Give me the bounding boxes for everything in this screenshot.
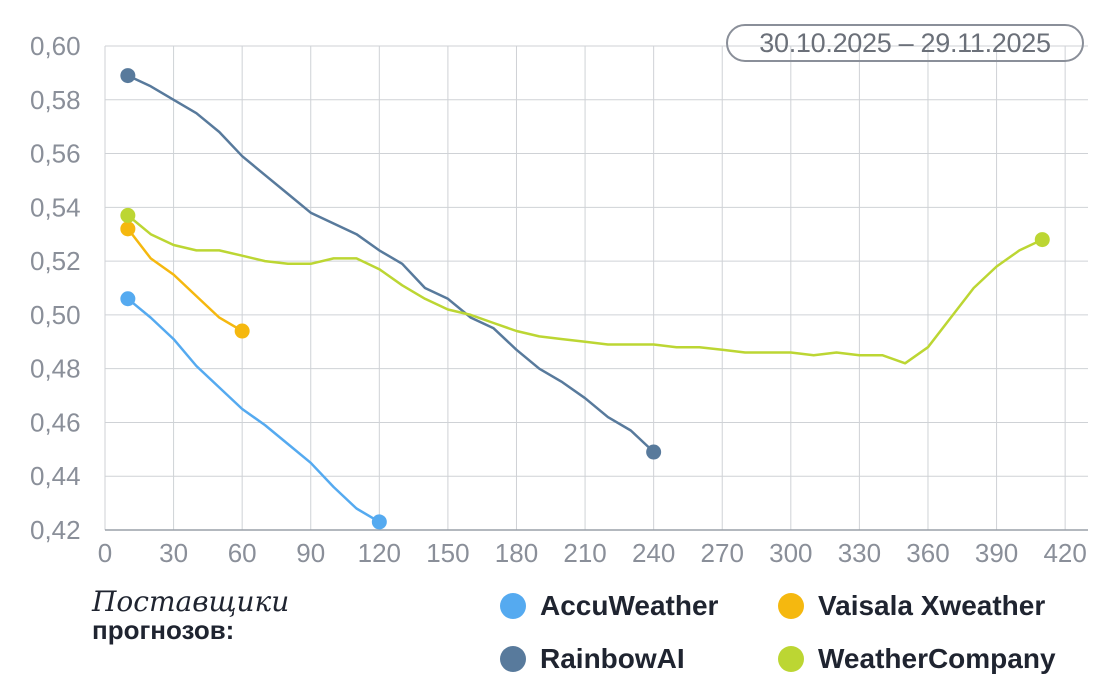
series-point-accuweather-end bbox=[371, 514, 387, 530]
series-point-rainbowai-start bbox=[120, 68, 136, 84]
y-tick-label: 0,48 bbox=[30, 354, 81, 384]
legend-dot-accuweather bbox=[500, 593, 526, 619]
series-point-accuweather-start bbox=[120, 291, 136, 307]
date-range-badge: 30.10.2025 – 29.11.2025 bbox=[726, 24, 1084, 62]
legend-title: Поставщики прогнозов: bbox=[92, 585, 290, 645]
y-tick-label: 0,44 bbox=[30, 461, 81, 491]
series-line-rainbowai bbox=[126, 74, 655, 454]
series-point-vaisala-xweather-start bbox=[120, 221, 136, 237]
grid bbox=[104, 45, 1088, 531]
x-tick-label: 270 bbox=[701, 538, 744, 568]
x-tick-label: 0 bbox=[98, 538, 112, 568]
legend-item-rainbowai: RainbowAI bbox=[500, 643, 685, 675]
y-tick-label: 0,56 bbox=[30, 139, 81, 169]
legend-title-line1: Поставщики bbox=[92, 585, 290, 618]
series-point-weathercompany-start bbox=[120, 207, 136, 223]
x-tick-label: 390 bbox=[975, 538, 1018, 568]
legend-item-vaisala: Vaisala Xweather bbox=[778, 590, 1045, 622]
series-markers bbox=[120, 68, 1050, 530]
y-tick-label: 0,50 bbox=[30, 300, 81, 330]
x-tick-label: 30 bbox=[159, 538, 188, 568]
y-axis-ticks: 0,42 0,44 0,46 0,48 0,50 0,52 0,54 0,56 0,58 0,60 bbox=[30, 31, 81, 545]
legend-item-accuweather: AccuWeather bbox=[500, 590, 718, 622]
series-line-accuweather bbox=[126, 297, 381, 524]
y-tick-label: 0,46 bbox=[30, 407, 81, 437]
x-tick-label: 420 bbox=[1043, 538, 1086, 568]
legend-title-line2: прогнозов: bbox=[92, 615, 235, 645]
legend-label-accuweather: AccuWeather bbox=[540, 590, 719, 621]
x-tick-label: 150 bbox=[426, 538, 469, 568]
x-tick-label: 90 bbox=[296, 538, 325, 568]
x-axis-ticks: 0 30 60 90 120 150 180 210 240 270 300 330 360 390 420 bbox=[98, 538, 1087, 568]
series-point-vaisala-xweather-end bbox=[234, 323, 250, 339]
x-tick-label: 120 bbox=[358, 538, 401, 568]
series-line-vaisala-xweather bbox=[126, 227, 244, 333]
y-tick-label: 0,54 bbox=[30, 192, 81, 222]
x-tick-label: 210 bbox=[563, 538, 606, 568]
series-point-rainbowai-end bbox=[646, 444, 662, 460]
legend-item-weathercompany: WeatherCompany bbox=[778, 643, 1056, 675]
series-line-weathercompany bbox=[126, 214, 1044, 365]
y-tick-label: 0,52 bbox=[30, 246, 81, 276]
x-tick-label: 60 bbox=[228, 538, 257, 568]
legend-dot-rainbowai bbox=[500, 646, 526, 672]
x-tick-label: 360 bbox=[906, 538, 949, 568]
x-tick-label: 240 bbox=[632, 538, 675, 568]
legend-dot-weathercompany bbox=[778, 646, 804, 672]
x-tick-label: 330 bbox=[838, 538, 881, 568]
legend-label-rainbowai: RainbowAI bbox=[540, 643, 685, 674]
series-lines bbox=[126, 74, 1044, 524]
y-tick-label: 0,60 bbox=[30, 31, 81, 61]
x-tick-label: 180 bbox=[495, 538, 538, 568]
x-tick-label: 300 bbox=[769, 538, 812, 568]
legend-dot-vaisala bbox=[778, 593, 804, 619]
y-tick-label: 0,58 bbox=[30, 85, 81, 115]
y-tick-label: 0,42 bbox=[30, 515, 81, 545]
series-point-weathercompany-end bbox=[1034, 232, 1050, 248]
legend-label-vaisala: Vaisala Xweather bbox=[818, 590, 1046, 621]
legend-label-weathercompany: WeatherCompany bbox=[818, 643, 1056, 674]
